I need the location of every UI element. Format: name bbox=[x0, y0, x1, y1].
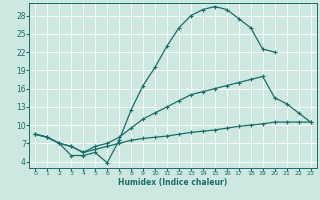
X-axis label: Humidex (Indice chaleur): Humidex (Indice chaleur) bbox=[118, 178, 228, 187]
